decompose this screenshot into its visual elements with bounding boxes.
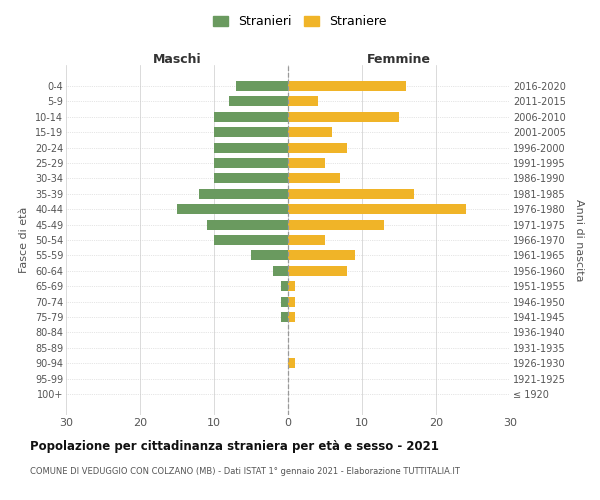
Bar [288, 204, 466, 214]
Bar [236, 81, 288, 91]
Bar [288, 142, 347, 152]
Bar [214, 235, 288, 245]
Bar [288, 281, 295, 291]
Text: Femmine: Femmine [367, 53, 431, 66]
Bar [214, 174, 288, 184]
Bar [214, 142, 288, 152]
Bar [288, 220, 384, 230]
Bar [288, 235, 325, 245]
Bar [288, 96, 317, 106]
Bar [273, 266, 288, 276]
Bar [214, 158, 288, 168]
Legend: Stranieri, Straniere: Stranieri, Straniere [209, 11, 391, 32]
Bar [288, 250, 355, 260]
Bar [214, 112, 288, 122]
Bar [288, 358, 295, 368]
Text: COMUNE DI VEDUGGIO CON COLZANO (MB) - Dati ISTAT 1° gennaio 2021 - Elaborazione : COMUNE DI VEDUGGIO CON COLZANO (MB) - Da… [30, 468, 460, 476]
Text: Popolazione per cittadinanza straniera per età e sesso - 2021: Popolazione per cittadinanza straniera p… [30, 440, 439, 453]
Y-axis label: Fasce di età: Fasce di età [19, 207, 29, 273]
Bar [229, 96, 288, 106]
Bar [288, 112, 399, 122]
Bar [177, 204, 288, 214]
Bar [214, 127, 288, 137]
Bar [288, 81, 406, 91]
Y-axis label: Anni di nascita: Anni di nascita [574, 198, 584, 281]
Bar [199, 189, 288, 199]
Bar [288, 174, 340, 184]
Text: Maschi: Maschi [152, 53, 202, 66]
Bar [288, 158, 325, 168]
Bar [288, 189, 414, 199]
Bar [288, 312, 295, 322]
Bar [288, 266, 347, 276]
Bar [288, 127, 332, 137]
Bar [251, 250, 288, 260]
Bar [281, 312, 288, 322]
Bar [206, 220, 288, 230]
Bar [281, 281, 288, 291]
Bar [288, 296, 295, 306]
Bar [281, 296, 288, 306]
